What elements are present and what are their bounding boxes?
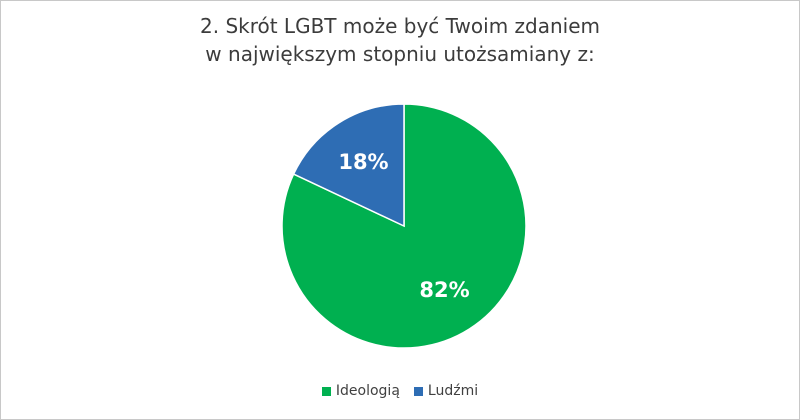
legend-swatch xyxy=(413,386,423,396)
data-label-1: 18% xyxy=(338,150,388,174)
pie-slices xyxy=(281,103,527,349)
legend-item-ideologia: Ideologią xyxy=(321,383,400,399)
pie-slice-1 xyxy=(292,103,405,228)
legend-label: Ludźmi xyxy=(427,383,479,399)
chart-title-line-1: 2. Skrót LGBT może być Twoim zdaniem xyxy=(200,14,600,38)
legend-label: Ideologią xyxy=(335,383,400,399)
pie-data-labels: 82% 18% xyxy=(338,150,469,302)
legend-item-ludzmi: Ludźmi xyxy=(413,383,479,399)
chart-title-line-2: w największym stopniu utożsamiany z: xyxy=(205,42,595,66)
legend-swatch xyxy=(321,386,331,396)
data-label-0: 82% xyxy=(419,278,469,302)
chart-legend: Ideologią Ludźmi xyxy=(0,383,800,399)
chart-title: 2. Skrót LGBT może być Twoim zdaniem w n… xyxy=(0,12,800,68)
